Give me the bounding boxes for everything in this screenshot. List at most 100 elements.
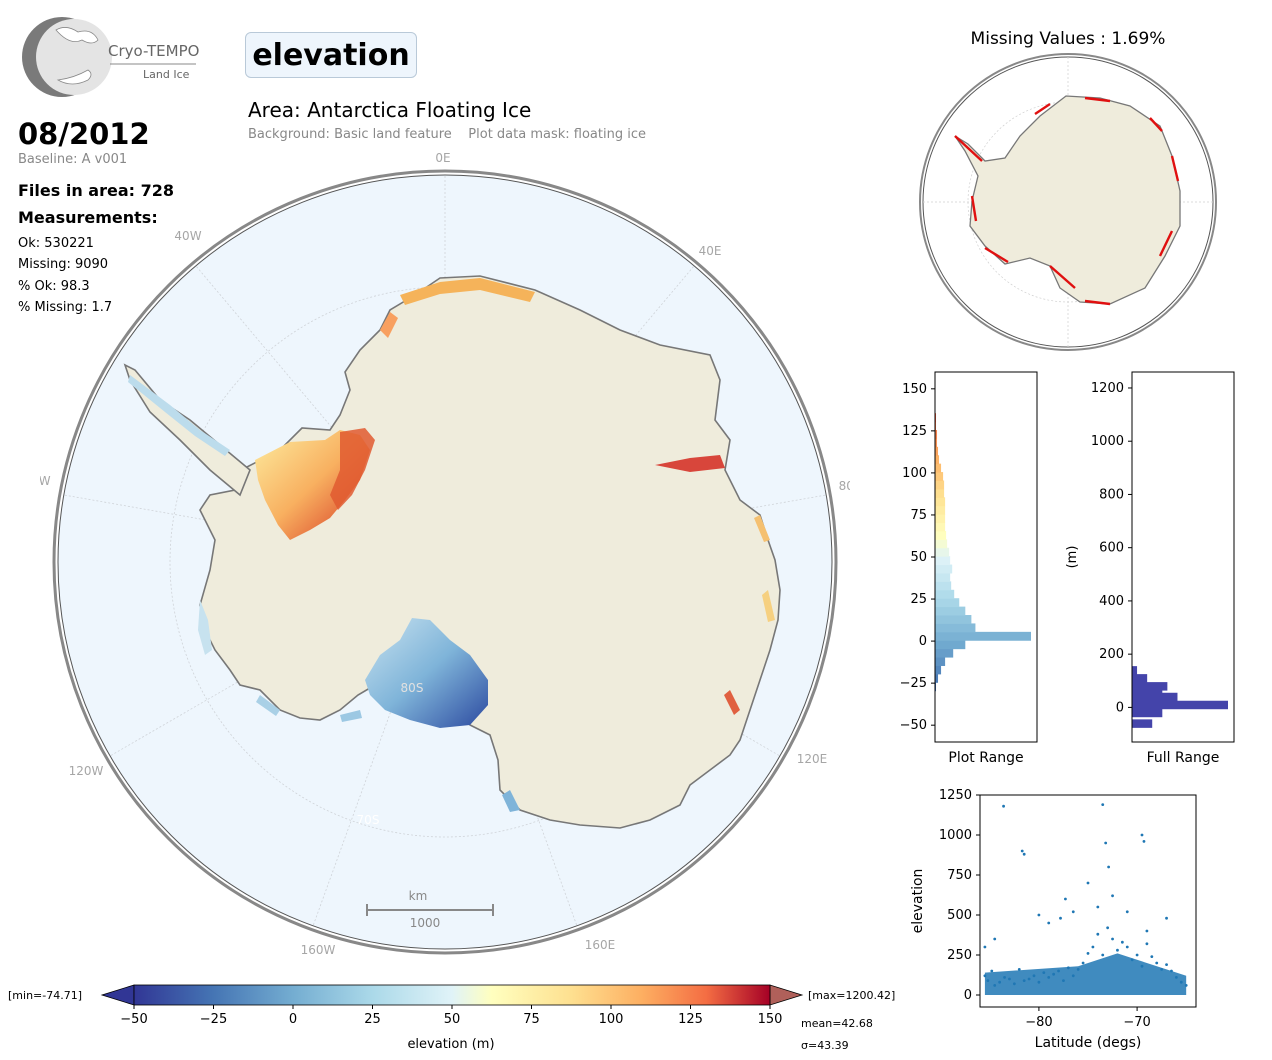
- scatter-point: [1125, 910, 1129, 914]
- pct-ok: % Ok: 98.3: [18, 279, 90, 294]
- cryo-tempo-logo: Cryo-TEMPO Land Ice: [22, 17, 199, 97]
- scatter-point: [1047, 921, 1051, 925]
- x-axis-label: Plot Range: [948, 750, 1023, 766]
- scatter-point: [983, 974, 987, 978]
- histogram-bar: [935, 514, 946, 524]
- histogram-bar: [935, 446, 939, 456]
- ross-ice-shelf: [365, 618, 488, 728]
- histogram-bar: [935, 589, 955, 599]
- scatter-point: [1155, 961, 1159, 965]
- scatter-point: [1140, 833, 1144, 837]
- y-tick-label: 1000: [1091, 434, 1124, 449]
- scatter-point: [1096, 905, 1100, 909]
- scatter-panel: 0 250 500 750 1000 1250 −80 −70 Latitude (degs) e…: [910, 788, 1197, 1051]
- logo-name: Cryo-TEMPO: [108, 42, 199, 60]
- lon-label-40w: 40W: [174, 229, 201, 243]
- full-range-frame: [1131, 371, 1235, 743]
- mask-label: Plot data mask: floating ice: [468, 127, 646, 142]
- logo-sub: Land Ice: [143, 68, 190, 81]
- background-label: Background: Basic land feature: [248, 127, 452, 142]
- y-tick-label: 150: [902, 382, 927, 397]
- y-tick-label: 75: [910, 508, 927, 523]
- scatter-point: [1003, 976, 1006, 979]
- scatter-point: [1047, 976, 1051, 979]
- y-tick-label: 750: [947, 868, 972, 883]
- y-tick-label: 500: [947, 908, 972, 923]
- histogram-bar: [1132, 692, 1178, 702]
- histogram-bar: [935, 505, 946, 515]
- histogram-bar: [935, 547, 950, 557]
- missing-count: Missing: 9090: [18, 257, 109, 272]
- lon-label-120w: 120W: [69, 764, 104, 778]
- x-axis-label: Full Range: [1147, 750, 1220, 766]
- colorbar-tick-label: 100: [599, 1012, 624, 1027]
- scatter-point: [1027, 977, 1031, 981]
- parameter-title: elevation: [245, 32, 417, 78]
- y-tick-label: 1200: [1091, 381, 1124, 396]
- histogram-bar: [935, 623, 976, 633]
- scatter-point: [1140, 964, 1144, 968]
- scatter-point: [1032, 974, 1036, 978]
- histogram-bar: [935, 497, 946, 507]
- lon-label-40e: 40E: [699, 244, 722, 258]
- scatter-point: [1037, 980, 1041, 984]
- missing-points: [954, 96, 1180, 306]
- scatter-frame: [979, 794, 1197, 1008]
- y-tick-label: 800: [1099, 487, 1124, 502]
- scatter-point: [1165, 916, 1168, 920]
- colorbar-max-extend: [769, 984, 804, 1006]
- y-tick-label: 600: [1099, 541, 1124, 556]
- histogram-bar: [935, 455, 940, 465]
- area-title: Area: Antarctica Floating Ice: [248, 98, 532, 122]
- histogram-bar: [935, 682, 937, 692]
- scatter-point: [1165, 963, 1168, 966]
- colorbar-axis: −50 −25 0 25 50 75 100 125 150 elevation (m) [min=…: [8, 984, 895, 1052]
- histogram-bar: [935, 648, 954, 658]
- colorbar-min-extend: [100, 984, 135, 1006]
- scatter-point: [1076, 968, 1080, 971]
- scatter-point: [1086, 881, 1090, 885]
- colorbar-tick-label: −50: [120, 1012, 147, 1027]
- map-labels: 0E 40E 80E 120E 160E 160W 120W 80W 40W 8…: [40, 151, 850, 957]
- histogram-bar: [935, 421, 937, 431]
- colorbar-label: elevation (m): [407, 1037, 494, 1052]
- lat-label-80s: 80S: [401, 681, 424, 695]
- histogram-bar: [935, 488, 945, 498]
- histogram-bar: [935, 530, 947, 540]
- y-tick-label: 0: [964, 988, 972, 1003]
- scatter-point: [993, 937, 997, 941]
- scatter-density-band: [984, 953, 1187, 995]
- scatter-point: [990, 969, 994, 973]
- lon-label-120e: 120E: [797, 752, 828, 766]
- scatter-point: [1066, 966, 1070, 970]
- area-subtitle: Background: Basic land feature Plot data…: [248, 127, 646, 142]
- y-axis-label: elevation: [910, 869, 926, 934]
- mini-map-title: Missing Values : 1.69%: [971, 29, 1166, 49]
- x-tick-label: −80: [1025, 1015, 1052, 1030]
- coastal-ice-shelves: [128, 278, 775, 812]
- y-tick-label: 100: [902, 466, 927, 481]
- colorbar-tick-label: 75: [523, 1012, 540, 1027]
- scatter-point: [1017, 968, 1021, 971]
- scatter-point: [1008, 977, 1011, 981]
- colorbar-mean-label: mean=42.68: [801, 1017, 873, 1030]
- scatter-point: [1111, 937, 1114, 941]
- histogram-bar: [935, 615, 972, 624]
- latitude-scatter-plot: 0 250 500 750 1000 1250 −80 −70 Latitude (degs) e…: [910, 788, 1197, 1051]
- y-tick-label: 250: [947, 948, 972, 963]
- elevation-colorbar: −50 −25 0 25 50 75 100 125 150 elevation (m) [min=…: [8, 984, 895, 1052]
- scatter-point: [986, 979, 990, 982]
- lon-label-80e: 80E: [839, 479, 850, 493]
- histogram-bar: [935, 598, 960, 608]
- scatter-point: [1096, 932, 1100, 936]
- lat-label-70s: 70S: [357, 813, 380, 827]
- histogram-bar: [935, 556, 951, 566]
- histogram-bar: [935, 665, 942, 675]
- map-frame: [52, 169, 838, 955]
- histogram-bar: [935, 581, 952, 591]
- scatter-point: [1125, 945, 1129, 949]
- colorbar-tick-label: −25: [200, 1012, 227, 1027]
- scatter-point: [993, 984, 997, 987]
- colorbar-tick-label: 150: [758, 1012, 783, 1027]
- histogram-bar: [935, 572, 951, 582]
